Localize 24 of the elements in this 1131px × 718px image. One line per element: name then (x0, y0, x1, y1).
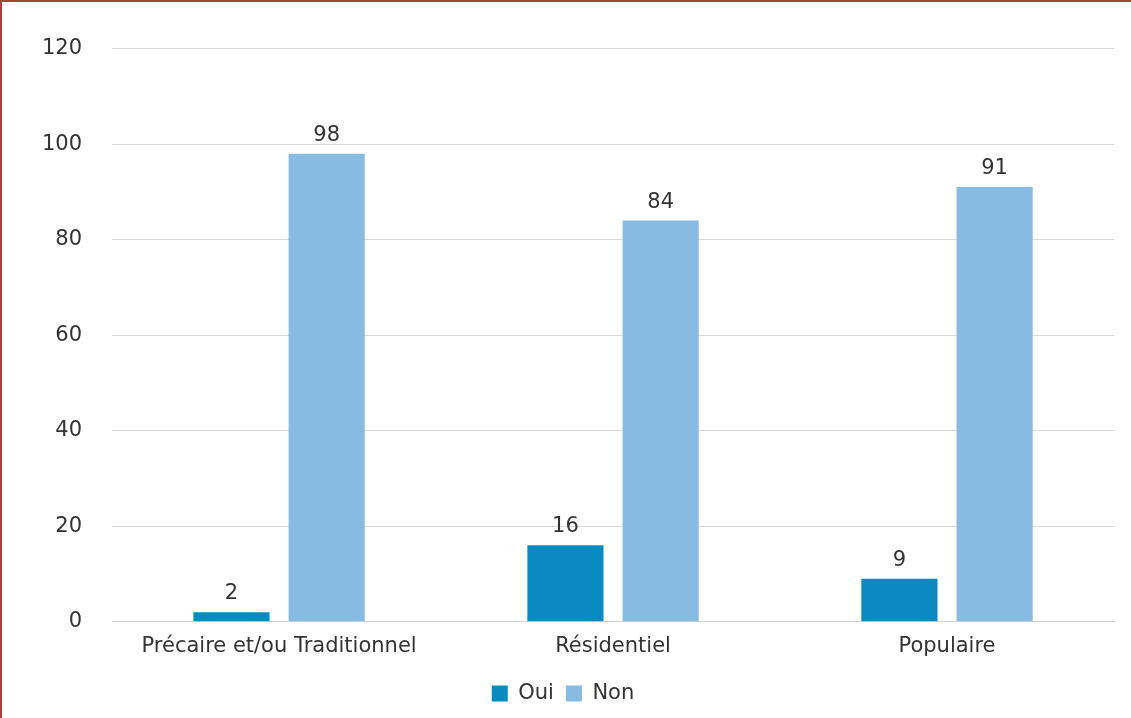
x-tick-label: Populaire (898, 632, 996, 657)
bar (861, 578, 938, 622)
y-tick-label: 120 (41, 35, 83, 60)
data-label: 2 (224, 580, 239, 605)
y-tick-label: 60 (55, 321, 83, 346)
y-tick-label: 40 (55, 417, 83, 442)
y-tick-label: 100 (41, 130, 83, 155)
bar (193, 612, 270, 622)
bar (622, 220, 699, 622)
bar (956, 187, 1033, 622)
legend-label: Non (592, 679, 635, 704)
x-tick-label: Précaire et/ou Traditionnel (141, 632, 417, 657)
legend-label: Oui (518, 679, 554, 704)
y-tick-label: 80 (55, 226, 83, 251)
y-tick-label: 0 (68, 608, 83, 633)
data-label: 9 (892, 546, 907, 571)
data-label: 16 (552, 513, 579, 538)
x-tick-label: Résidentiel (555, 632, 671, 657)
data-label: 98 (313, 121, 341, 146)
bar (288, 153, 365, 622)
data-label: 91 (981, 155, 1008, 180)
y-tick-label: 20 (55, 512, 83, 537)
bar (527, 545, 604, 622)
data-label: 84 (647, 188, 674, 213)
